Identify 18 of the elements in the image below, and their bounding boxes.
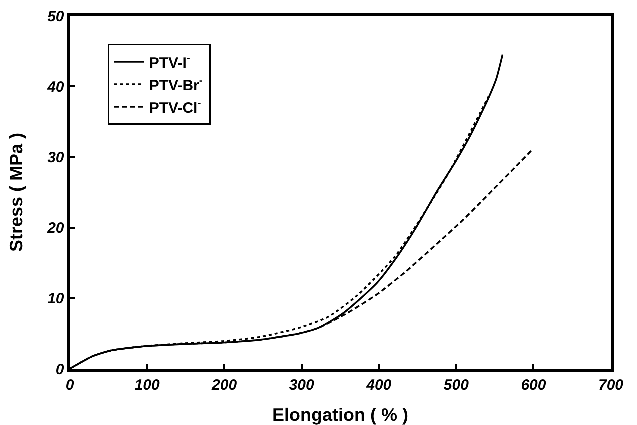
y-tick-label: 40 — [46, 78, 65, 96]
y-tick-label: 10 — [48, 290, 65, 308]
x-tick-label: 700 — [598, 376, 624, 394]
legend-label: PTV-I$^{-}$ — [149, 52, 191, 72]
y-tick-label: 0 — [56, 361, 65, 378]
y-tick-label: 20 — [46, 220, 65, 238]
x-tick-label: 600 — [521, 376, 547, 394]
x-tick-label: 300 — [289, 376, 316, 394]
x-axis-title: Elongation ( % ) — [272, 405, 408, 425]
y-tick-label: 50 — [48, 8, 65, 26]
y-axis-title: Stress ( MPa ) — [6, 132, 26, 252]
x-tick-label: 500 — [444, 376, 470, 394]
legend-label: PTV-Cl$^{-}$ — [149, 98, 202, 117]
legend-label: PTV-Br$^{-}$ — [149, 75, 204, 94]
x-tick-label: 400 — [366, 376, 392, 394]
x-tick-label: 100 — [134, 376, 160, 394]
y-tick-label: 30 — [48, 149, 65, 166]
x-tick-label: 200 — [211, 376, 238, 394]
